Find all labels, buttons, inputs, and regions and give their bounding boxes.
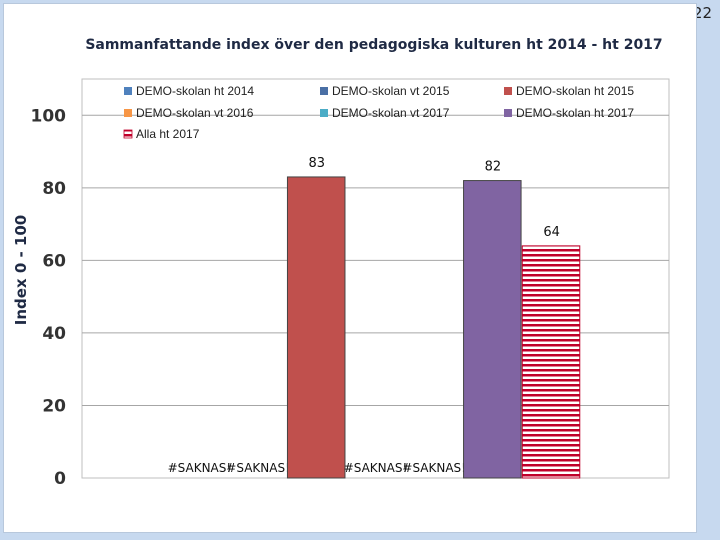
legend-swatch [124, 87, 132, 95]
bar [463, 180, 522, 479]
bar [521, 245, 581, 479]
y-tick-label: 0 [54, 469, 66, 489]
legend-swatch [504, 87, 512, 95]
data-label-missing: #SAKNAS! [226, 461, 290, 475]
data-label: 64 [543, 225, 560, 240]
data-label-missing: #SAKNAS! [402, 461, 466, 475]
legend-swatch [124, 109, 132, 117]
legend-label: DEMO-skolan vt 2015 [332, 84, 450, 98]
chart-title: Sammanfattande index över den pedagogisk… [85, 37, 662, 53]
y-tick-label: 80 [42, 179, 66, 199]
y-tick-label: 100 [31, 106, 67, 126]
slide-number: 22 [692, 4, 712, 22]
legend-label: DEMO-skolan ht 2014 [136, 84, 254, 98]
legend-swatch [123, 129, 133, 139]
data-label-missing: #SAKNAS! [168, 461, 232, 475]
bar [286, 176, 346, 479]
legend-label: DEMO-skolan vt 2016 [136, 106, 254, 120]
data-label: 83 [309, 156, 326, 171]
legend-swatch [320, 109, 328, 117]
chart-frame: Sammanfattande index över den pedagogisk… [3, 3, 697, 533]
legend-label: Alla ht 2017 [136, 127, 200, 141]
legend-swatch [504, 109, 512, 117]
legend-label: DEMO-skolan vt 2017 [332, 106, 450, 120]
data-label-missing: #SAKNAS! [344, 461, 408, 475]
y-axis-label: Index 0 - 100 [12, 215, 30, 326]
data-label: 82 [485, 160, 502, 175]
legend-label: DEMO-skolan ht 2017 [516, 106, 634, 120]
legend-swatch [320, 87, 328, 95]
legend-label: DEMO-skolan ht 2015 [516, 84, 634, 98]
y-tick-label: 60 [42, 251, 66, 271]
bar-chart: Sammanfattande index över den pedagogisk… [12, 37, 670, 489]
y-tick-label: 20 [42, 396, 66, 416]
y-tick-label: 40 [42, 324, 66, 344]
